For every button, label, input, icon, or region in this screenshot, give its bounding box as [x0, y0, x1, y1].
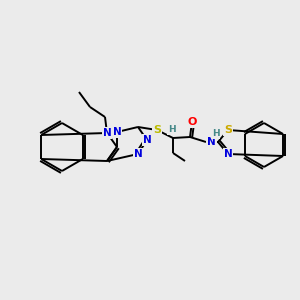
Text: S: S: [153, 125, 161, 135]
Text: N: N: [207, 137, 216, 147]
Text: O: O: [187, 117, 197, 127]
Text: H: H: [212, 130, 220, 139]
Text: S: S: [224, 125, 232, 135]
Text: H: H: [168, 125, 176, 134]
Text: N: N: [103, 128, 111, 138]
Text: N: N: [112, 127, 122, 137]
Text: N: N: [134, 149, 142, 159]
Text: N: N: [142, 135, 152, 145]
Text: N: N: [224, 149, 232, 159]
